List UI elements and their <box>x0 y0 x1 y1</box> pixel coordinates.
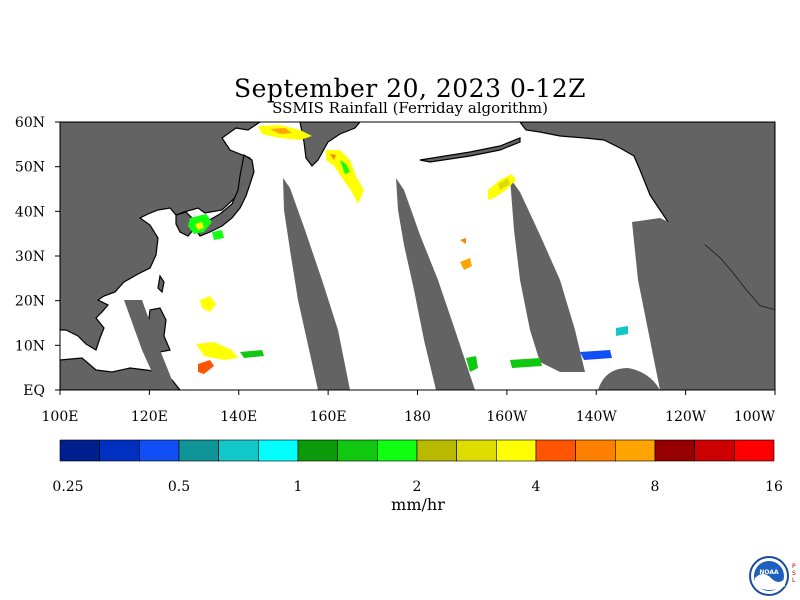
colorbar-swatch <box>416 439 457 462</box>
map-subtitle: SSMIS Rainfall (Ferriday algorithm) <box>272 99 548 117</box>
lon-label: 160E <box>310 409 347 425</box>
colorbar-tick-label: 16 <box>765 479 783 495</box>
colorbar-swatch <box>178 439 219 462</box>
colorbar-tick-label: 4 <box>531 479 541 495</box>
lat-label: 20N <box>15 294 45 310</box>
colorbar-swatch <box>654 439 695 462</box>
swath-gaps <box>124 178 775 390</box>
swath-gap-3 <box>510 178 585 372</box>
lat-label: EQ <box>23 383 45 399</box>
svg-text:NOAA: NOAA <box>759 569 779 576</box>
colorbar-swatch <box>377 439 418 462</box>
swath-gap-2 <box>396 178 475 390</box>
lon-label: 120E <box>131 409 168 425</box>
noaa-logo: NOAA <box>749 556 789 596</box>
lat-label: 60N <box>15 115 45 131</box>
rain-patch-tropics <box>196 342 238 360</box>
colorbar-swatch <box>456 439 497 462</box>
swath-gap-1 <box>283 178 350 390</box>
lon-label: 140E <box>220 409 257 425</box>
colorbar-swatch <box>99 439 140 462</box>
rain-patch-kurils <box>326 150 364 204</box>
lat-label: 10N <box>15 338 45 354</box>
lon-label: 100W <box>734 409 776 425</box>
lat-label: 30N <box>15 249 45 265</box>
colorbar-units: mm/hr <box>391 495 445 514</box>
colorbar-tick-label: 0.5 <box>167 479 191 495</box>
lon-label: 100E <box>42 409 79 425</box>
colorbar-swatch <box>59 439 100 462</box>
colorbar-swatch <box>258 439 299 462</box>
swath-gap-4 <box>632 218 775 390</box>
swath-gap-6 <box>124 300 176 390</box>
kamchatka-land <box>299 122 361 167</box>
aleutian-land <box>419 137 521 163</box>
lon-label: 140W <box>576 409 618 425</box>
lon-label: 160W <box>486 409 528 425</box>
lat-label: 50N <box>15 160 45 176</box>
colorbar-swatch <box>734 439 775 462</box>
colorbar-swatch <box>496 439 537 462</box>
colorbar-swatch <box>575 439 616 462</box>
colorbar-swatch <box>218 439 259 462</box>
colorbar-tick-label: 0.25 <box>52 479 84 495</box>
lon-label: 120W <box>665 409 707 425</box>
colorbar-swatch <box>694 439 735 462</box>
colorbar-swatch <box>297 439 338 462</box>
latitude-axis: 60N 50N 40N 30N 20N 10N EQ <box>15 115 60 399</box>
longitude-axis: 100E 120E 140E 160E 180 160W 140W 120W 100W <box>42 390 776 425</box>
colorbar-swatch <box>535 439 576 462</box>
borneo-land <box>60 357 181 390</box>
lat-label: 40N <box>15 204 45 220</box>
colorbar-swatch <box>615 439 656 462</box>
lon-label: 180 <box>404 409 431 425</box>
colorbar-tick-label: 1 <box>293 479 303 495</box>
colorbar <box>59 439 775 462</box>
colorbar-tick-label: 2 <box>412 479 422 495</box>
rain-patches <box>188 125 628 374</box>
taiwan-land <box>157 274 165 294</box>
colorbar-tick-label: 8 <box>650 479 660 495</box>
colorbar-swatch <box>139 439 180 462</box>
colorbar-swatch <box>337 439 378 462</box>
map-title: September 20, 2023 0-12Z <box>234 74 586 103</box>
rain-patch-philippine-sea <box>200 296 216 312</box>
swath-gap-5 <box>598 368 660 390</box>
